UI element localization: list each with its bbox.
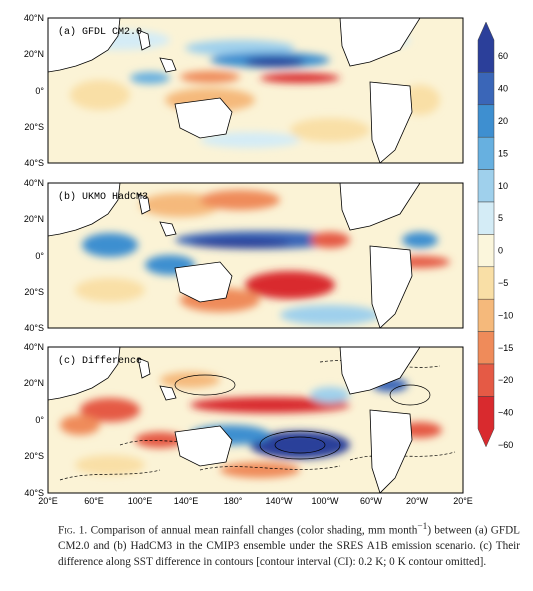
colorbar-label: −15 [498,343,513,353]
lat-tick: 20°S [24,451,44,461]
panel-a-frame [47,17,464,164]
panel-b-frame [47,182,464,329]
lon-tick: 20°W [406,496,429,505]
colorbar-label: 10 [498,181,508,191]
panel-b-land [48,183,421,328]
caption-superscript: −1 [417,522,428,532]
lat-tick: 0° [35,415,44,425]
colorbar-label: −5 [498,278,508,288]
colorbar-label: −60 [498,440,513,450]
lon-ticks: 20°E 60°E 100°E 140°E 180° 140°W 100°W 6… [38,496,473,505]
colorbar-label: −20 [498,375,513,385]
lat-tick: 20°N [24,214,44,224]
panel-a-label: (a) GFDL CM2.0 [58,26,142,38]
colorbar-label: 60 [498,51,508,61]
lon-tick: 180° [224,496,243,505]
colorbar-label: 20 [498,116,508,126]
colorbar-label: 0 [498,246,503,256]
lon-tick: 100°W [311,496,339,505]
panel-c-lat-ticks: 40°N 20°N 0° 20°S 40°S [24,342,45,498]
lat-tick: 40°S [24,323,44,333]
figure-number: Fig. 1. [58,524,88,537]
lon-tick: 140°E [174,496,199,505]
panel-c-label: (c) Difference [58,355,142,367]
lon-tick: 60°E [84,496,104,505]
lat-tick: 40°N [24,342,44,352]
lon-tick: 140°W [265,496,293,505]
colorbar-segment [477,169,495,203]
panel-a-land [48,18,421,163]
colorbar-segment [477,234,495,268]
lat-tick: 0° [35,86,44,96]
lat-tick: 20°S [24,122,44,132]
colorbar-segment [477,266,495,300]
lat-tick: 40°N [24,178,44,188]
panel-b-label: (b) UKMO HadCM3 [58,191,148,203]
colorbar-segment [477,104,495,138]
lat-tick: 0° [35,251,44,261]
lon-tick: 20°E [38,496,58,505]
colorbar-segment [477,298,495,332]
colorbar: 60 40 20 15 10 5 0 −5 −10 −15 −20 −40 −60 [477,21,513,450]
colorbar-label: −40 [498,408,513,418]
caption-text: Comparison of annual mean rainfall chang… [90,524,418,537]
lat-tick: 40°S [24,158,44,168]
lat-tick: 40°N [24,13,44,23]
colorbar-label: 15 [498,148,508,158]
lon-tick: 100°E [128,496,153,505]
colorbar-segment [477,21,495,73]
colorbar-label: 40 [498,84,508,94]
lat-tick: 20°N [24,49,44,59]
colorbar-segment [477,363,495,397]
figure-caption: Fig. 1. Comparison of annual mean rainfa… [58,520,520,570]
colorbar-label: 5 [498,213,503,223]
panel-a-lat-ticks: 40°N 20°N 0° 20°S 40°S [24,13,45,168]
panel-c-frame [47,346,464,494]
colorbar-segment [477,331,495,365]
panel-b-lat-ticks: 40°N 20°N 0° 20°S 40°S [24,178,45,333]
lat-tick: 40°S [24,488,44,498]
panel-c-land [48,347,421,493]
lon-tick: 20°E [453,496,473,505]
lon-tick: 60°W [360,496,383,505]
lat-tick: 20°S [24,287,44,297]
lat-tick: 20°N [24,378,44,388]
caption-text-2: ) between (a) GFDL CM2.0 and (b) HadCM3 … [58,524,520,568]
colorbar-segment [477,72,495,106]
colorbar-segment [477,201,495,235]
colorbar-segment [477,396,495,448]
colorbar-segment [477,136,495,170]
figure-1: (a) GFDL CM2.0 40°N 20°N 0° 20°S 40°S [24,13,513,505]
colorbar-label: −10 [498,310,513,320]
